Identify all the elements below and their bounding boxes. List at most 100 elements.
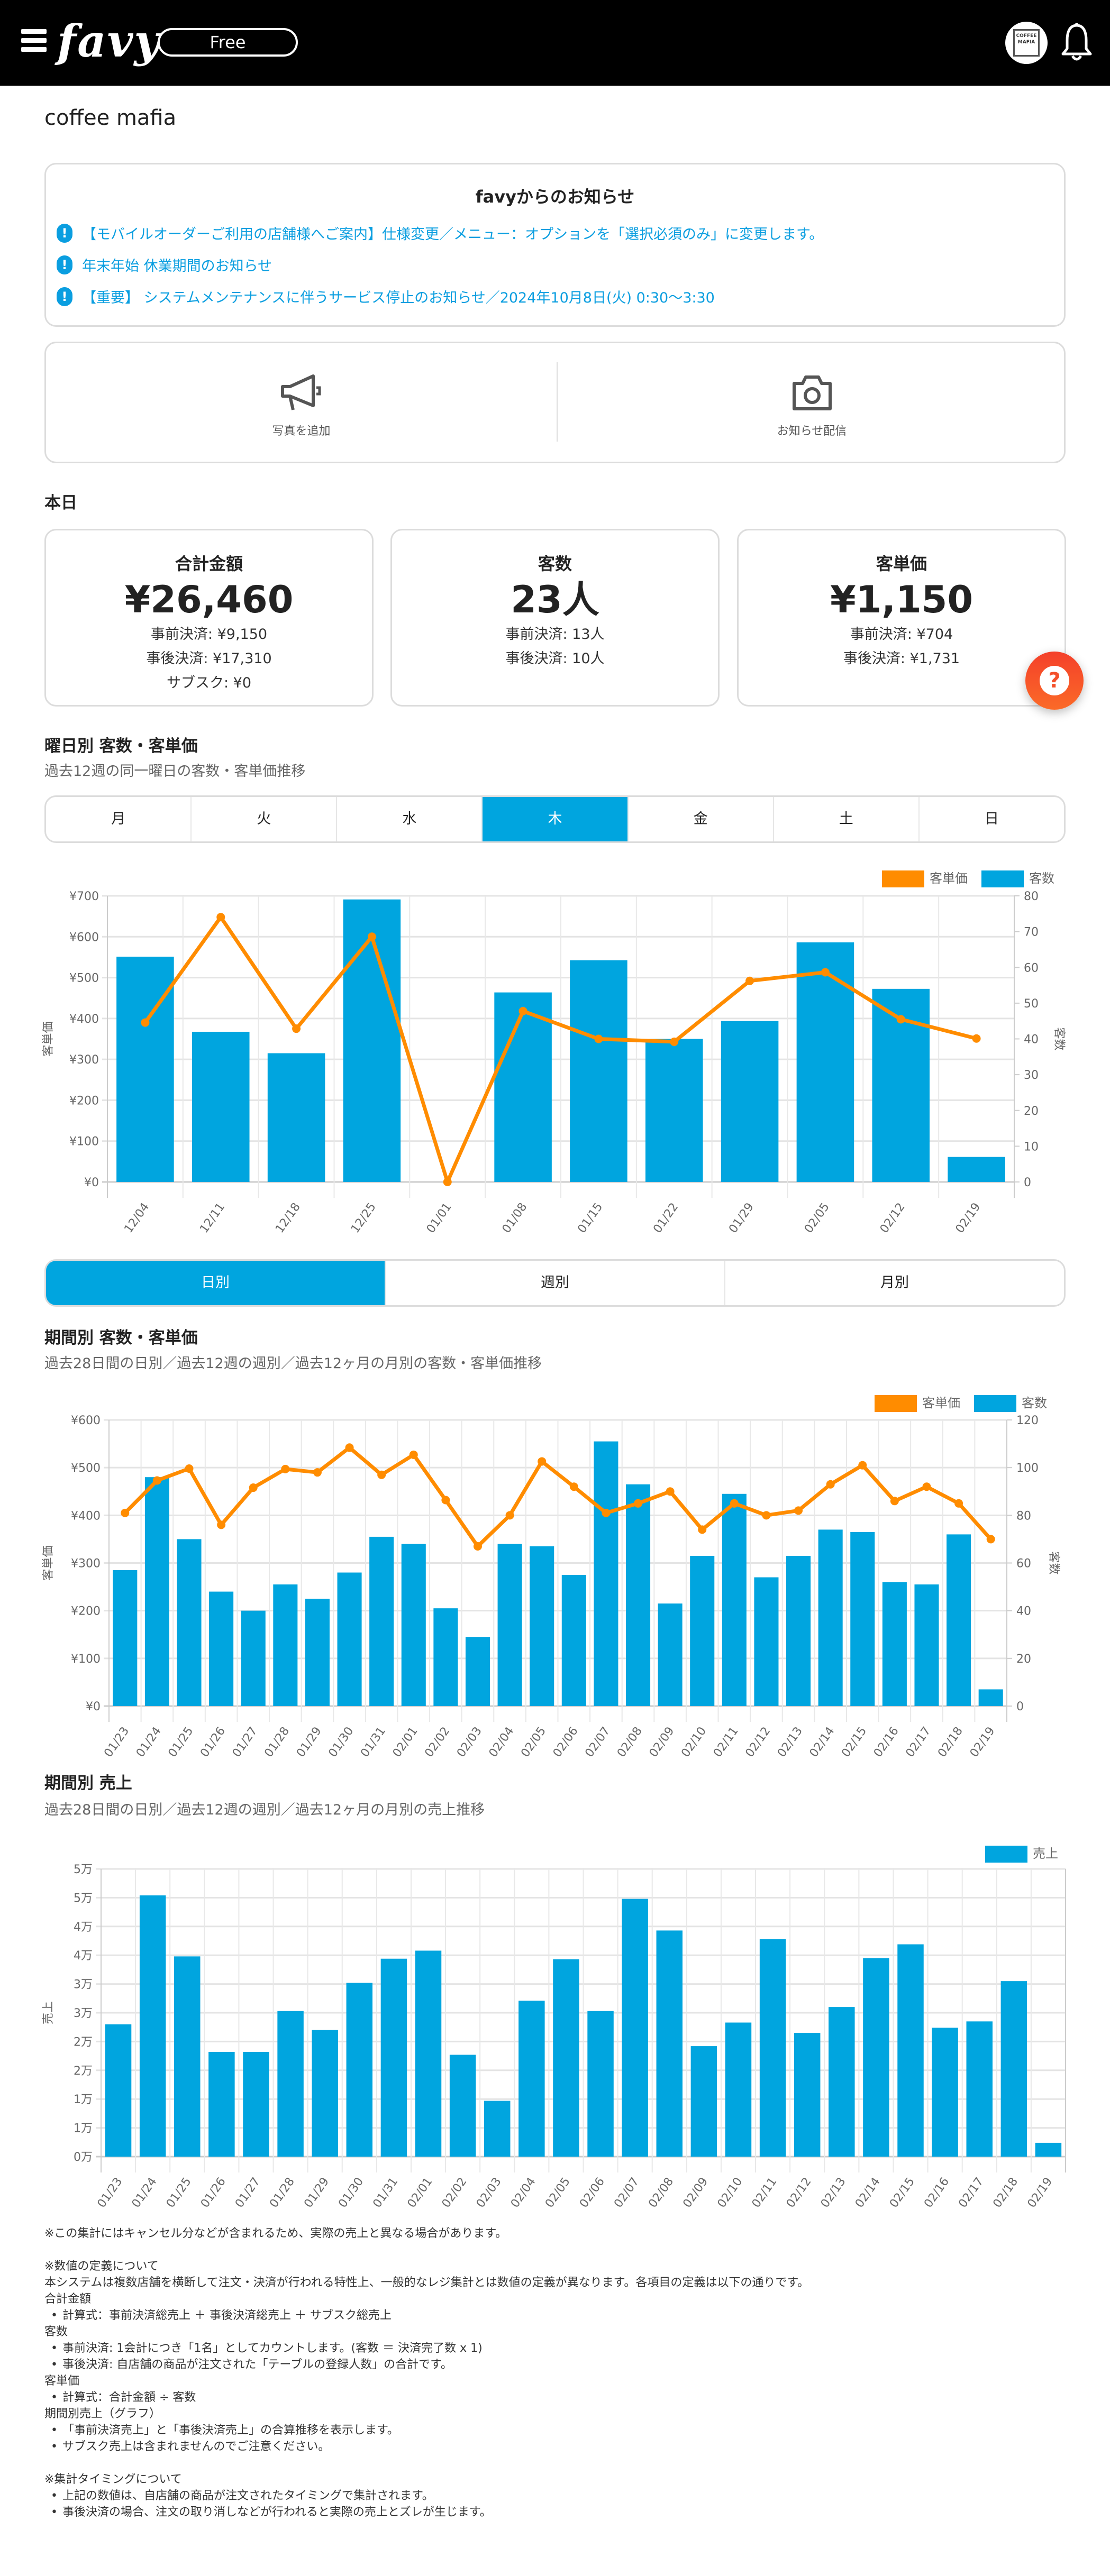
bar-01/25[interactable] — [174, 1956, 201, 2157]
bar-02/13[interactable] — [829, 2007, 855, 2157]
bar-01/27[interactable] — [241, 1610, 266, 1706]
bar-01/24[interactable] — [144, 1477, 169, 1706]
line-point-02/13[interactable] — [794, 1506, 803, 1515]
bar-02/02[interactable] — [433, 1608, 458, 1706]
tab-1[interactable]: 週別 — [386, 1261, 725, 1305]
line-point-01/08[interactable] — [518, 1006, 527, 1015]
bar-01/24[interactable] — [139, 1895, 166, 2157]
bar-02/05[interactable] — [530, 1546, 554, 1706]
notice-item[interactable]: ! 【モバイルオーダーご利用の店舗様へご案内】仕様変更／メニュー：オプションを「選… — [57, 223, 823, 243]
notice-link[interactable]: 【モバイルオーダーご利用の店舗様へご案内】仕様変更／メニュー：オプションを「選択… — [82, 226, 824, 243]
bar-12/11[interactable] — [192, 1031, 250, 1182]
bar-01/26[interactable] — [209, 1591, 234, 1706]
hamburger-menu-icon[interactable] — [21, 29, 47, 54]
bar-02/15[interactable] — [897, 1944, 924, 2157]
bar-02/10[interactable] — [690, 1555, 715, 1706]
line-point-01/22[interactable] — [670, 1037, 679, 1046]
legend-swatch[interactable] — [981, 870, 1024, 887]
bar-01/26[interactable] — [208, 2051, 235, 2157]
line-point-02/12[interactable] — [762, 1511, 771, 1520]
line-point-01/30[interactable] — [345, 1443, 354, 1452]
line-point-02/11[interactable] — [730, 1499, 739, 1508]
line-point-02/07[interactable] — [602, 1508, 611, 1517]
line-point-02/02[interactable] — [441, 1496, 450, 1505]
tab-3[interactable]: 木 — [483, 797, 629, 841]
tab-4[interactable]: 金 — [629, 797, 774, 841]
bar-02/03[interactable] — [465, 1637, 490, 1706]
line-point-02/01[interactable] — [409, 1450, 418, 1459]
line-point-01/29[interactable] — [313, 1468, 322, 1477]
bar-02/10[interactable] — [725, 2022, 752, 2157]
bar-01/30[interactable] — [346, 1983, 373, 2157]
bar-02/09[interactable] — [658, 1603, 683, 1706]
add-photo-button[interactable]: 写真を追加 — [46, 343, 557, 463]
tab-0[interactable]: 月 — [46, 797, 192, 841]
favy-logo[interactable]: favy — [57, 15, 161, 67]
line-point-12/11[interactable] — [216, 913, 225, 922]
notice-link[interactable]: 【重要】 システムメンテナンスに伴うサービス停止のお知らせ／2024年10月8日… — [82, 290, 715, 306]
bar-01/29[interactable] — [721, 1021, 779, 1182]
line-point-01/29[interactable] — [745, 976, 754, 985]
bar-01/23[interactable] — [113, 1570, 138, 1706]
legend-swatch[interactable] — [974, 1395, 1016, 1412]
tab-2[interactable]: 水 — [337, 797, 483, 841]
bar-01/28[interactable] — [277, 2011, 304, 2157]
line-point-01/01[interactable] — [443, 1178, 452, 1186]
bar-02/05[interactable] — [553, 1959, 579, 2157]
line-point-02/06[interactable] — [569, 1482, 578, 1491]
line-point-02/19[interactable] — [986, 1535, 995, 1544]
bar-01/31[interactable] — [380, 1958, 407, 2157]
line-point-02/09[interactable] — [666, 1487, 675, 1496]
notice-item[interactable]: ! 【重要】 システムメンテナンスに伴うサービス停止のお知らせ／2024年10月8… — [57, 286, 715, 307]
line-point-02/03[interactable] — [473, 1542, 482, 1551]
bar-02/19[interactable] — [978, 1689, 1003, 1706]
tab-1[interactable]: 火 — [192, 797, 338, 841]
bar-01/08[interactable] — [494, 992, 552, 1182]
bar-02/18[interactable] — [947, 1534, 971, 1706]
bell-icon[interactable] — [1061, 22, 1093, 62]
send-notice-button[interactable]: お知らせ配信 — [557, 343, 1067, 463]
bar-02/05[interactable] — [796, 942, 854, 1182]
line-point-02/05[interactable] — [538, 1457, 547, 1466]
bar-02/14[interactable] — [863, 1958, 889, 2157]
line-point-01/28[interactable] — [281, 1464, 290, 1473]
line-point-02/14[interactable] — [826, 1480, 835, 1489]
bar-01/15[interactable] — [570, 960, 627, 1182]
line-point-01/31[interactable] — [377, 1470, 386, 1479]
line-point-01/25[interactable] — [185, 1464, 194, 1473]
bar-01/30[interactable] — [337, 1572, 362, 1706]
line-point-02/17[interactable] — [922, 1482, 931, 1491]
bar-02/09[interactable] — [690, 2046, 717, 2157]
line-point-02/08[interactable] — [634, 1499, 643, 1508]
bar-02/07[interactable] — [622, 1899, 648, 2157]
bar-02/18[interactable] — [1000, 1981, 1027, 2157]
bar-02/04[interactable] — [497, 1544, 522, 1706]
line-point-12/04[interactable] — [141, 1018, 150, 1027]
line-point-01/15[interactable] — [594, 1034, 603, 1043]
bar-01/25[interactable] — [177, 1539, 202, 1706]
line-point-01/27[interactable] — [249, 1483, 258, 1492]
line-point-01/24[interactable] — [152, 1476, 161, 1485]
bar-02/19[interactable] — [1035, 2142, 1062, 2157]
line-point-02/12[interactable] — [896, 1015, 905, 1024]
legend-swatch[interactable] — [882, 870, 924, 887]
bar-02/11[interactable] — [722, 1493, 747, 1706]
help-chat-button[interactable]: ? — [1025, 652, 1084, 710]
bar-12/18[interactable] — [267, 1053, 325, 1182]
bar-02/07[interactable] — [594, 1441, 618, 1706]
plan-badge[interactable]: Free — [158, 28, 298, 57]
line-point-02/04[interactable] — [505, 1511, 514, 1520]
tab-6[interactable]: 日 — [984, 811, 999, 827]
line-point-02/10[interactable] — [698, 1525, 707, 1534]
line-point-02/16[interactable] — [890, 1497, 899, 1506]
tab-2[interactable]: 月別 — [880, 1275, 909, 1291]
line-point-01/26[interactable] — [217, 1520, 226, 1529]
bar-02/14[interactable] — [818, 1529, 843, 1706]
tab-5[interactable]: 土 — [774, 797, 920, 841]
bar-01/29[interactable] — [312, 2030, 338, 2157]
line-point-02/15[interactable] — [858, 1461, 867, 1470]
line-point-01/23[interactable] — [121, 1508, 130, 1517]
bar-12/25[interactable] — [343, 899, 401, 1182]
bar-02/06[interactable] — [561, 1575, 586, 1706]
bar-01/28[interactable] — [273, 1584, 298, 1706]
